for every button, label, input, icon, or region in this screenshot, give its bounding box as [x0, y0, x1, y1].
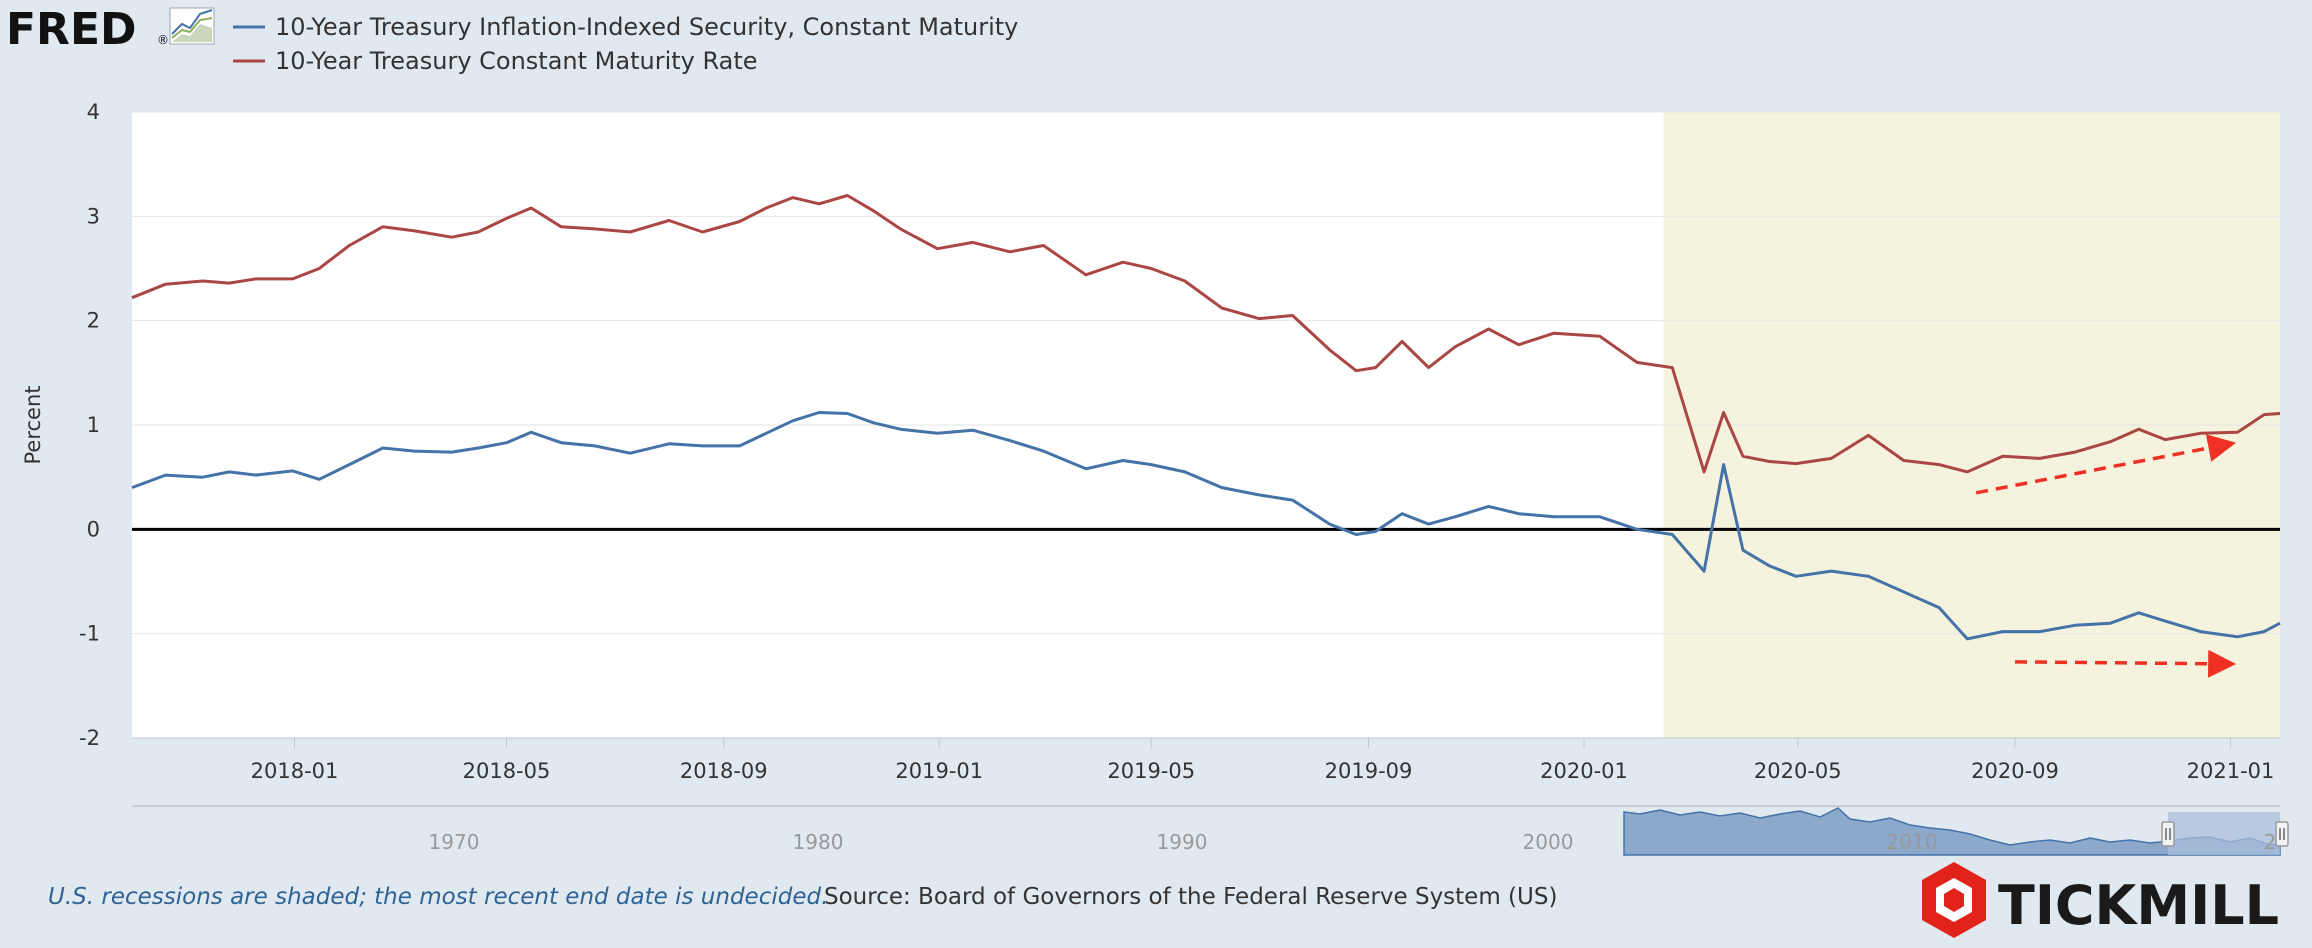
x-tick-label: 2020-05 — [1754, 759, 1842, 783]
legend: 10-Year Treasury Inflation-Indexed Secur… — [233, 13, 1018, 75]
y-axis-label: Percent — [21, 385, 45, 464]
legend-label-tips: 10-Year Treasury Inflation-Indexed Secur… — [275, 13, 1018, 41]
recession-note: U.S. recessions are shaded; the most rec… — [48, 884, 829, 910]
y-tick-label: -2 — [79, 726, 100, 750]
x-axis-ticks: 2018-01 2018-05 2018-09 2019-01 2019-05 2019-… — [251, 738, 2275, 783]
legend-item-tips[interactable]: 10-Year Treasury Inflation-Indexed Secur… — [233, 13, 1018, 41]
x-tick-label: 2018-09 — [680, 759, 768, 783]
x-tick-label: 2019-01 — [895, 759, 983, 783]
y-tick-label: 4 — [87, 100, 100, 124]
navigator-ticks: 1970 1980 1990 2000 2010 2 — [429, 830, 2277, 854]
line-chart-icon — [169, 7, 215, 45]
x-tick-label: 2019-05 — [1107, 759, 1195, 783]
trend-arrows — [1975, 434, 2237, 678]
trend-arrow-0 — [1975, 434, 2237, 495]
registered-mark: ® — [157, 33, 169, 47]
legend-item-nominal[interactable]: 10-Year Treasury Constant Maturity Rate — [233, 47, 758, 75]
navigator-handle-left[interactable] — [2161, 821, 2175, 847]
y-tick-label: 1 — [87, 413, 100, 437]
navigator-tick-label: 2010 — [1887, 830, 1938, 854]
navigator-tick-label: 1970 — [429, 830, 480, 854]
fred-logo-text: FRED — [6, 4, 137, 55]
x-tick-label: 2020-01 — [1540, 759, 1628, 783]
navigator[interactable]: 1970 1980 1990 2000 2010 2 — [132, 805, 2289, 856]
navigator-tick-label: 2 — [2264, 830, 2277, 854]
tickmill-wordmark: TICKMILL — [1998, 874, 2279, 937]
tickmill-watermark: TICKMILL — [1922, 862, 2279, 938]
series-line-1[interactable] — [131, 194, 2281, 474]
tickmill-logo-icon — [1922, 862, 1986, 938]
x-tick-label: 2020-09 — [1971, 759, 2059, 783]
y-axis-ticks: -2 -1 0 1 2 3 4 — [79, 100, 100, 750]
fred-logo[interactable]: FRED ® — [6, 4, 215, 55]
navigator-tick-label: 2000 — [1523, 830, 1574, 854]
x-tick-label: 2018-01 — [251, 759, 339, 783]
navigator-tick-label: 1980 — [793, 830, 844, 854]
source-note: Source: Board of Governors of the Federa… — [824, 884, 1558, 910]
x-tick-label: 2018-05 — [463, 759, 551, 783]
navigator-tick-label: 1990 — [1157, 830, 1208, 854]
x-tick-label: 2021-01 — [2187, 759, 2275, 783]
y-tick-label: 2 — [87, 309, 100, 333]
y-tick-label: -1 — [79, 622, 100, 646]
y-tick-label: 3 — [87, 204, 100, 228]
x-tick-label: 2019-09 — [1325, 759, 1413, 783]
navigator-handle-right[interactable] — [2275, 821, 2289, 847]
navigator-selection[interactable] — [2168, 812, 2280, 855]
legend-label-nominal: 10-Year Treasury Constant Maturity Rate — [275, 47, 758, 75]
series-line-0[interactable] — [131, 411, 2281, 641]
trend-arrow-1 — [2015, 649, 2237, 678]
series-lines — [131, 194, 2281, 641]
y-tick-label: 0 — [87, 517, 100, 541]
